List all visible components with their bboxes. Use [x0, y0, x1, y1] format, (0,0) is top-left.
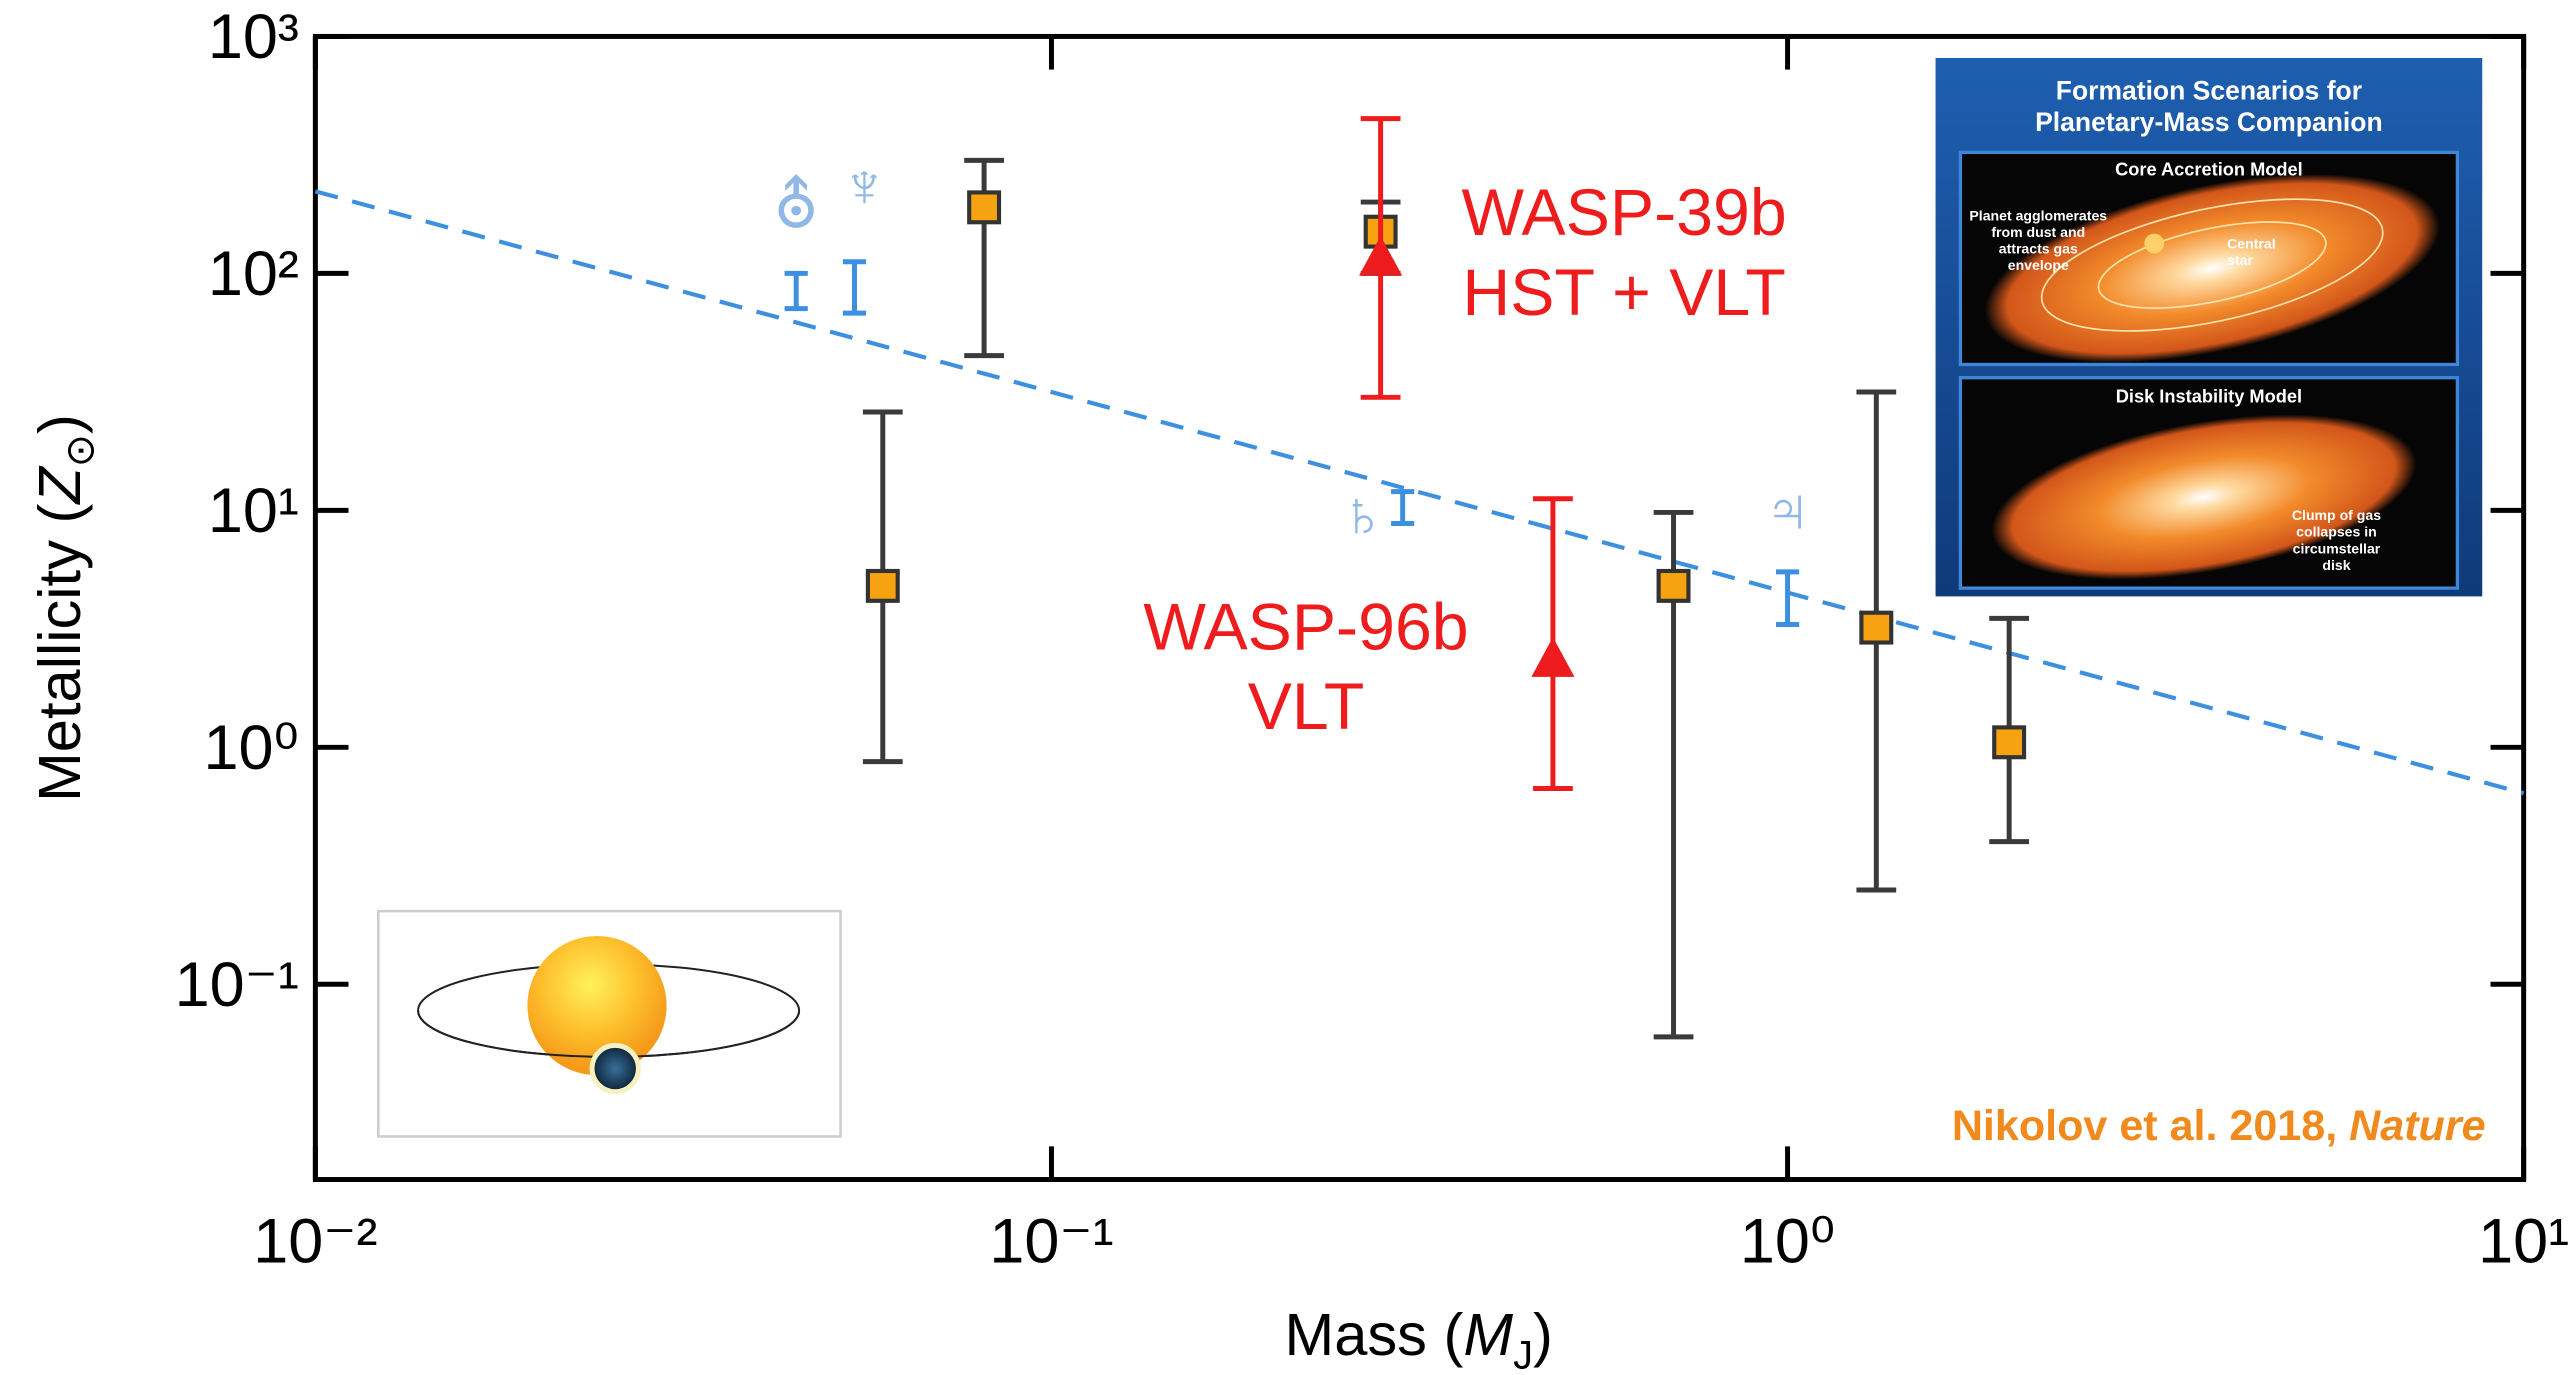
star-planet-illustration: [377, 909, 842, 1138]
error-bar: [1391, 489, 1415, 527]
credit-part: Nikolov et al. 2018,: [1952, 1102, 2349, 1150]
error-bar: [964, 157, 1004, 359]
planet-symbol: ♆: [841, 151, 888, 221]
x-tick-label: 10⁻²: [253, 1206, 377, 1276]
y-axis-label: Metallicity (Z⊙): [26, 414, 102, 802]
data-point: [865, 568, 900, 603]
y-axis-label-part: ): [26, 414, 93, 434]
inset-note: attracts gas: [1999, 240, 2078, 256]
planet-symbol: ⛢: [773, 171, 819, 241]
inset-note: circumstellar: [2293, 540, 2381, 556]
y-tick-label: 10¹: [208, 476, 299, 546]
inset-note: disk: [2322, 557, 2350, 573]
inset-panel-title: Disk Instability Model: [2116, 387, 2302, 407]
error-bar: [784, 270, 808, 312]
inset-title: Planetary-Mass Companion: [2035, 107, 2383, 137]
inset-note: from dust and: [1991, 224, 2085, 240]
y-tick-label: 10³: [208, 2, 299, 72]
data-point: [1359, 235, 1403, 276]
annotation: VLT: [1248, 670, 1365, 744]
planet-symbol: ♄: [1339, 480, 1386, 550]
inset-panel-title: Core Accretion Model: [2115, 160, 2303, 180]
trend-line: [314, 189, 2525, 796]
credit-part: Nature: [2349, 1102, 2485, 1150]
x-tick-label: 10¹: [2478, 1206, 2569, 1276]
annotation: WASP-96b: [1143, 590, 1468, 664]
inset-note: envelope: [2008, 257, 2069, 273]
credit: Nikolov et al. 2018, Nature: [1952, 1102, 2486, 1150]
x-axis-label-part: Mass (: [1285, 1301, 1464, 1368]
error-bar: [1775, 569, 1800, 627]
error-bar: [842, 259, 867, 316]
y-axis-label-part: Z: [26, 465, 93, 506]
x-tick-label: 10⁰: [1740, 1206, 1835, 1276]
inset-note: Planet agglomerates: [1969, 207, 2107, 223]
y-tick-label: 10²: [208, 239, 299, 309]
x-axis-label-part: ): [1533, 1301, 1553, 1368]
inset-note: collapses in: [2296, 524, 2377, 540]
y-axis-label-part: ⊙: [58, 434, 102, 467]
x-axis-label: Mass (MJ): [1285, 1301, 1553, 1375]
data-point: [1656, 568, 1691, 603]
data-point: [1992, 725, 2027, 760]
data-point: [1531, 637, 1575, 677]
inset-note: star: [2227, 252, 2253, 268]
data-point: [967, 190, 1002, 225]
data-point: [1859, 610, 1894, 645]
plot-frame: [312, 33, 2527, 1183]
annotation: WASP-39b: [1461, 176, 1786, 250]
x-tick-label: 10⁻¹: [989, 1206, 1113, 1276]
y-axis-label-part: Metallicity (: [26, 504, 93, 802]
planet-symbol: ♃: [1764, 475, 1811, 545]
inset-note: Central: [2227, 235, 2276, 251]
inset-note: Clump of gas: [2292, 507, 2381, 523]
inset-title: Formation Scenarios for: [2056, 75, 2362, 105]
y-tick-label: 10⁰: [204, 713, 299, 783]
x-axis-label-part: M: [1463, 1301, 1513, 1368]
x-axis-label-part: J: [1513, 1333, 1533, 1375]
annotation: HST + VLT: [1462, 256, 1785, 330]
y-tick-label: 10⁻¹: [175, 950, 299, 1020]
